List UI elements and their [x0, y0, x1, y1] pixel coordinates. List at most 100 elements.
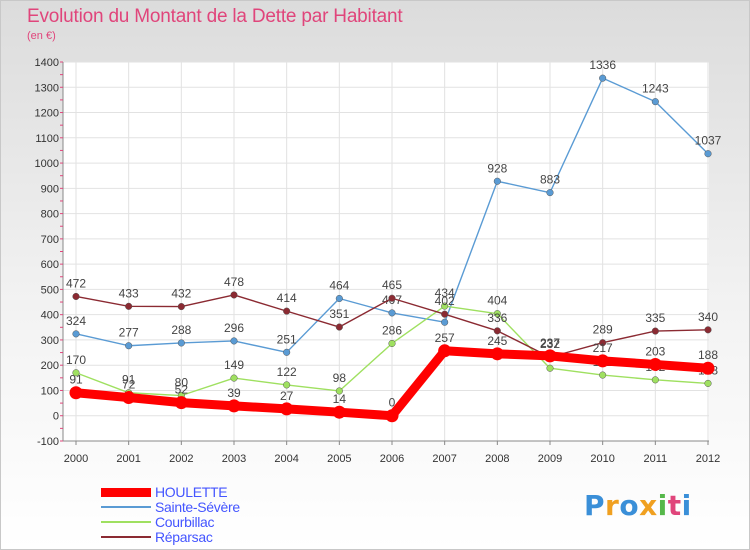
x-tick-label: 2006 — [380, 453, 404, 465]
data-label-houlette: 203 — [645, 344, 665, 358]
legend-swatch-houlette — [101, 488, 151, 497]
y-tick-label: 1200 — [35, 108, 59, 120]
data-point-reparsac — [704, 326, 712, 334]
data-label-sainte-severe: 296 — [224, 321, 244, 335]
plot-area — [63, 62, 709, 441]
x-tick-label: 2002 — [169, 453, 193, 465]
data-label-houlette: 188 — [698, 348, 718, 362]
legend-swatch-sainte-severe — [101, 506, 151, 508]
data-point-sainte-severe — [599, 74, 607, 82]
data-label-houlette: 52 — [175, 383, 189, 397]
x-tick-label: 2008 — [485, 453, 509, 465]
x-tick-label: 2004 — [274, 453, 298, 465]
data-point-sainte-severe — [335, 294, 343, 303]
legend-label-sainte-severe: Sainte-Sévère — [155, 499, 240, 515]
data-point-courbillac — [704, 379, 712, 387]
logo-letter: x — [639, 489, 658, 522]
data-label-houlette: 0 — [389, 396, 396, 410]
data-point-sainte-severe — [651, 98, 659, 106]
data-label-sainte-severe: 251 — [277, 332, 297, 346]
logo-letter: r — [605, 489, 620, 522]
y-tick-label: -100 — [37, 436, 59, 448]
data-label-sainte-severe: 464 — [329, 278, 349, 292]
data-label-courbillac: 80 — [175, 376, 189, 390]
data-point-courbillac — [335, 387, 343, 395]
data-label-courbillac: 286 — [382, 323, 402, 337]
data-point-reparsac — [177, 303, 185, 311]
data-label-sainte-severe: 928 — [487, 161, 507, 175]
data-label-houlette: 27 — [280, 389, 294, 403]
data-point-courbillac — [230, 374, 238, 382]
data-label-reparsac: 232 — [540, 337, 560, 351]
data-label-courbillac: 122 — [277, 365, 297, 379]
data-point-sainte-severe — [283, 348, 291, 356]
data-point-sainte-severe — [704, 150, 712, 158]
x-tick-label: 2007 — [432, 453, 456, 465]
legend-label-houlette: HOULETTE — [155, 484, 228, 500]
data-label-reparsac: 402 — [435, 294, 455, 308]
x-tick-label: 2010 — [590, 453, 614, 465]
data-label-houlette: 14 — [333, 392, 347, 406]
y-tick-label: 1300 — [35, 82, 59, 94]
data-point-houlette — [701, 361, 715, 375]
x-tick-label: 2005 — [327, 453, 351, 465]
data-point-reparsac — [441, 310, 449, 318]
chart-title: Evolution du Montant de la Dette par Hab… — [27, 6, 403, 27]
data-label-courbillac: 149 — [224, 358, 244, 372]
data-label-sainte-severe: 277 — [119, 326, 139, 340]
data-point-courbillac — [441, 302, 449, 310]
data-point-houlette — [122, 391, 136, 405]
data-label-courbillac: 170 — [66, 353, 86, 367]
data-point-reparsac — [599, 339, 607, 347]
data-point-houlette — [438, 344, 452, 358]
data-point-sainte-severe — [493, 177, 501, 185]
data-point-houlette — [385, 409, 399, 423]
data-label-reparsac: 336 — [487, 311, 507, 325]
y-tick-label: 700 — [41, 234, 59, 246]
data-point-houlette — [174, 396, 188, 410]
y-tick-label: 300 — [41, 335, 59, 347]
data-point-sainte-severe — [388, 309, 396, 317]
data-label-reparsac: 432 — [171, 287, 191, 301]
legend-label-courbillac: Courbillac — [155, 514, 215, 530]
data-point-houlette — [490, 347, 504, 361]
data-point-courbillac — [651, 376, 659, 384]
y-tick-label: 600 — [41, 259, 59, 271]
y-tick-label: 500 — [41, 284, 59, 296]
data-point-sainte-severe — [72, 330, 80, 338]
data-point-courbillac — [546, 364, 554, 372]
data-label-reparsac: 433 — [119, 286, 139, 300]
data-label-reparsac: 472 — [66, 276, 86, 290]
legend-swatch-reparsac — [101, 536, 151, 538]
data-point-houlette — [280, 402, 294, 416]
data-label-sainte-severe: 324 — [66, 314, 86, 328]
data-point-houlette — [648, 357, 662, 371]
data-label-sainte-severe: 1243 — [642, 82, 669, 96]
data-label-sainte-severe: 1037 — [695, 134, 722, 148]
data-label-reparsac: 414 — [277, 291, 297, 305]
data-point-houlette — [227, 399, 241, 413]
data-point-houlette — [543, 349, 557, 363]
data-label-courbillac: 404 — [487, 294, 507, 308]
y-tick-label: 1000 — [35, 158, 59, 170]
logo-letter: t — [667, 489, 682, 522]
y-tick-label: 0 — [53, 411, 59, 423]
data-point-sainte-severe — [230, 337, 238, 345]
data-point-courbillac — [599, 371, 607, 379]
data-label-reparsac: 335 — [645, 311, 665, 325]
data-point-sainte-severe — [177, 339, 185, 347]
data-label-sainte-severe: 1336 — [589, 58, 616, 72]
data-label-reparsac: 340 — [698, 310, 718, 324]
data-label-courbillac: 98 — [333, 371, 347, 385]
data-point-reparsac — [125, 302, 133, 310]
data-label-sainte-severe: 883 — [540, 173, 560, 187]
data-label-reparsac: 465 — [382, 278, 402, 292]
data-point-reparsac — [388, 294, 396, 302]
logo-letter: P — [584, 489, 606, 522]
data-point-sainte-severe — [546, 189, 554, 197]
data-point-reparsac — [493, 327, 501, 335]
x-tick-label: 2011 — [644, 453, 668, 465]
data-label-houlette: 217 — [593, 341, 613, 355]
y-tick-label: 1100 — [35, 133, 59, 145]
